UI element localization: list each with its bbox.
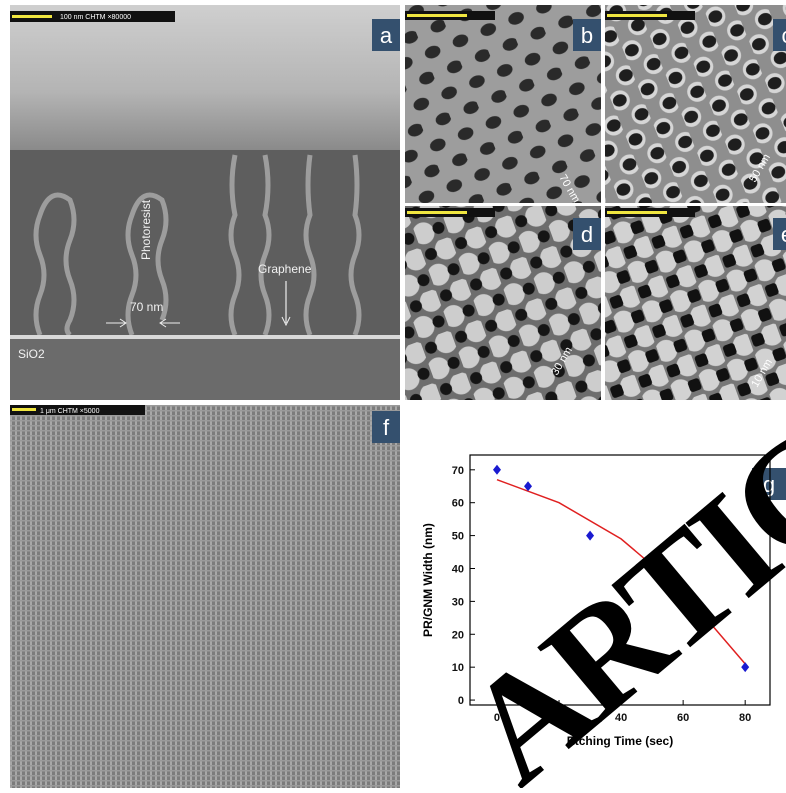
x-tick-label: 80 (739, 712, 751, 724)
data-point (586, 531, 594, 541)
y-tick-label: 60 (452, 498, 464, 510)
panel-b: b 70 nm (405, 5, 601, 205)
y-tick-label: 70 (452, 465, 464, 477)
scale-bar-text: 100 nm CHTM ×80000 (60, 14, 131, 21)
panel-f: 1 μm CHTM ×5000 f (10, 405, 400, 788)
panel-d: d 30 nm (405, 206, 601, 400)
figure: 100 nm CHTM ×80000 a Photoresist Graphen… (0, 0, 786, 788)
panel-label: a (380, 23, 393, 48)
x-tick-label: 60 (677, 712, 689, 724)
data-point (493, 465, 501, 475)
annotation: SiO2 (18, 347, 45, 361)
watermark: ARTIC (435, 400, 786, 788)
annotation: Photoresist (139, 199, 153, 260)
panel-label: d (581, 222, 593, 247)
y-tick-label: 20 (452, 629, 464, 641)
annotation: 70 nm (130, 300, 163, 314)
scale-bar-text: 1 μm CHTM ×5000 (40, 408, 100, 415)
panel-label: c (782, 23, 786, 48)
panel-label: b (581, 23, 593, 48)
panel-label: e (781, 222, 786, 247)
panel-label: f (383, 415, 390, 440)
panel-e: e 10 nm (605, 206, 786, 400)
panel-c: c 50 nm (605, 5, 786, 203)
y-tick-label: 40 (452, 563, 464, 575)
panel-a: 100 nm CHTM ×80000 a Photoresist Graphen… (10, 5, 400, 400)
data-point (741, 662, 749, 672)
annotation: Graphene (258, 262, 312, 276)
y-tick-label: 30 (452, 596, 464, 608)
y-tick-label: 50 (452, 531, 464, 543)
y-axis-label: PR/GNM Width (nm) (421, 523, 435, 637)
